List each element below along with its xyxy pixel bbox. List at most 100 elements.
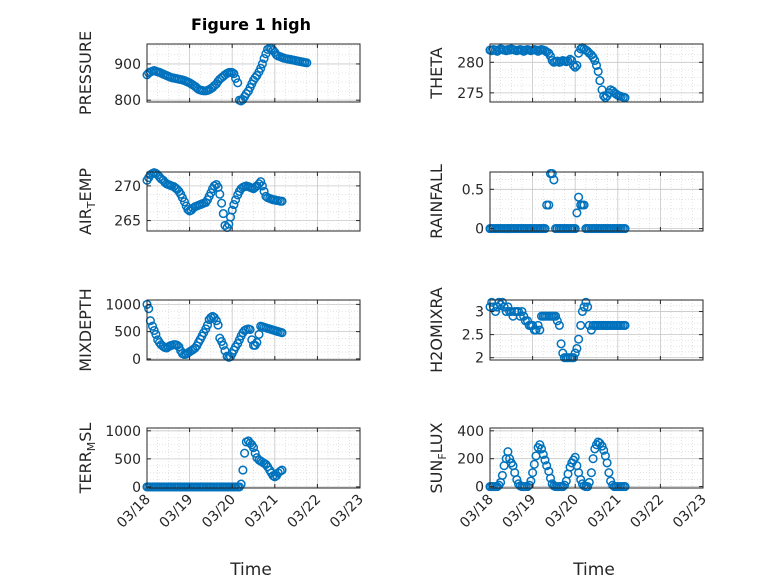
data-point — [245, 324, 255, 335]
data-point — [229, 200, 239, 210]
data-point — [533, 320, 543, 330]
data-point — [218, 340, 228, 350]
data-point — [535, 440, 545, 450]
data-point — [545, 473, 556, 483]
data-point — [583, 482, 593, 492]
data-point — [588, 454, 598, 464]
data-point — [551, 311, 561, 321]
data-point — [257, 181, 267, 191]
axes-box — [489, 299, 704, 361]
data-point — [215, 189, 225, 199]
data-point — [590, 55, 600, 66]
data-point — [544, 200, 554, 210]
y-tick-label: 275 — [457, 86, 484, 102]
x-tick-label: 03/23 — [670, 492, 710, 532]
data-point — [568, 353, 579, 363]
y-tick-label: 200 — [457, 452, 484, 468]
y-axis-label: THETA — [427, 47, 446, 99]
y-tick-label: 265 — [114, 214, 141, 230]
data-point — [595, 76, 605, 86]
data-point — [602, 458, 612, 468]
data-point — [584, 477, 594, 487]
data-point — [577, 306, 587, 317]
y-tick-label: 3 — [475, 305, 484, 321]
data-point — [576, 320, 586, 330]
data-point — [528, 468, 538, 478]
data-point — [238, 465, 248, 475]
data-point — [254, 329, 264, 339]
data-point — [570, 62, 580, 72]
x-tick-label: 03/19 — [500, 492, 540, 532]
data-point — [217, 198, 227, 208]
y-tick-label: 0 — [132, 352, 141, 368]
data-point — [179, 197, 190, 207]
data-point — [257, 59, 267, 69]
x-tick-label: 03/18 — [114, 492, 154, 532]
x-tick-label: 03/22 — [627, 492, 667, 532]
data-point — [211, 316, 221, 326]
y-axis-label: H2OMIXRA — [427, 287, 446, 373]
data-point — [538, 449, 548, 460]
y-tick-label: 2.5 — [462, 328, 484, 344]
y-tick-label: 800 — [114, 93, 141, 109]
y-tick-label: 0.5 — [462, 182, 484, 198]
data-point — [579, 302, 589, 312]
data-point — [531, 325, 541, 335]
data-point — [206, 188, 216, 198]
y-tick-label: 500 — [114, 452, 141, 468]
data-point — [554, 320, 564, 330]
data-point — [568, 60, 579, 70]
data-point — [540, 224, 550, 234]
y-tick-label: 0 — [132, 480, 141, 496]
data-point — [231, 195, 241, 205]
y-axis-label: RAINFALL — [427, 164, 446, 239]
subplot-6: 2 2.5 3 H2OMIXRA — [427, 287, 704, 373]
axes-box — [489, 171, 704, 232]
x-tick-label: 03/21 — [242, 492, 282, 532]
data-point — [549, 175, 559, 185]
data-point — [583, 302, 593, 312]
y-axis-label: TERRMSL — [76, 423, 98, 495]
data-point — [540, 455, 550, 465]
data-point — [248, 443, 259, 453]
subplot-8: 0 200 400 03/18 03/19 03/20 03/21 03/22 03/23 SUN… — [427, 422, 710, 531]
data-point — [572, 60, 582, 70]
data-point — [586, 468, 596, 478]
data-point — [517, 306, 527, 317]
subplot-5: 0 500 1000 MIXDEPTH — [76, 288, 361, 372]
data-point — [499, 302, 509, 312]
data-point — [515, 311, 525, 321]
y-tick-label: 900 — [114, 57, 141, 73]
data-point — [256, 177, 266, 187]
data-point — [501, 306, 511, 317]
data-point — [559, 480, 570, 490]
x-tick-label: 03/20 — [199, 492, 239, 532]
data-point — [144, 304, 154, 314]
data-point — [202, 320, 213, 330]
x-tick-label: 03/20 — [542, 492, 582, 532]
data-point — [604, 468, 614, 478]
subplot-3: 265 270 AIRTEMP — [76, 168, 361, 235]
axes-box — [489, 43, 704, 103]
y-tick-label: 500 — [114, 325, 141, 341]
data-point — [252, 337, 262, 348]
data-point — [526, 476, 536, 486]
data-point — [529, 459, 539, 469]
data-point — [494, 297, 504, 307]
subplot-2: 275 280 THETA — [427, 43, 704, 103]
data-point — [563, 56, 573, 66]
data-point — [275, 466, 285, 476]
y-axis-label: PRESSURE — [76, 31, 95, 115]
data-point — [277, 196, 287, 206]
figure-title: Figure 1 high — [191, 15, 311, 34]
subplot-1: 800 900 PRESSURE — [76, 31, 361, 115]
data-point — [256, 63, 266, 73]
y-axis-label: MIXDEPTH — [76, 288, 95, 371]
y-tick-label: 0 — [475, 480, 484, 496]
data-point — [218, 209, 228, 219]
data-point — [581, 297, 591, 307]
data-point — [233, 78, 243, 88]
data-point — [497, 297, 507, 307]
